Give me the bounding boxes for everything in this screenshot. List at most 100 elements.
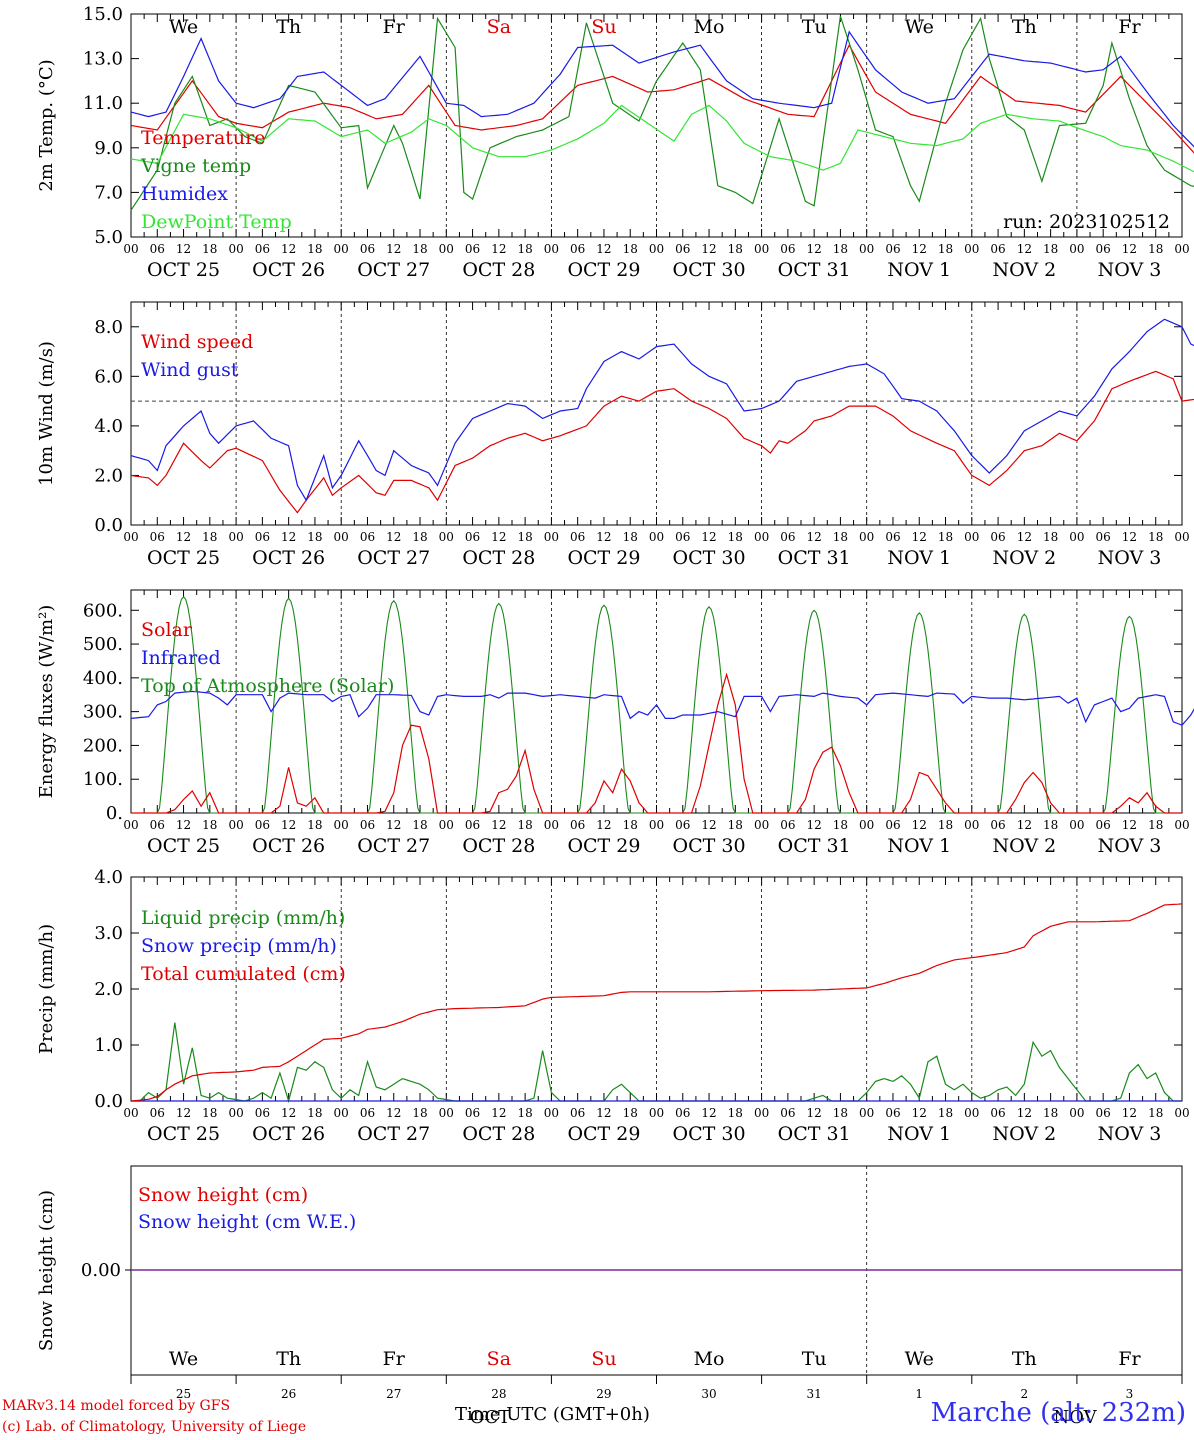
hour-tick-label: 00 bbox=[439, 1106, 454, 1120]
hour-tick-label: 12 bbox=[912, 818, 927, 832]
date-label: NOV 1 bbox=[887, 547, 951, 569]
y-axis-label: Snow height (cm) bbox=[36, 1190, 57, 1351]
y-tick-label: 1.0 bbox=[94, 1035, 123, 1056]
run-label: run: 2023102512 bbox=[1003, 211, 1170, 233]
hour-tick-label: 18 bbox=[728, 1106, 743, 1120]
hour-tick-label: 06 bbox=[675, 530, 690, 544]
weekday-label: Su bbox=[591, 1348, 616, 1370]
date-label: OCT 28 bbox=[462, 835, 535, 857]
hour-tick-label: 00 bbox=[123, 242, 138, 256]
legend-entry: Liquid precip (mm/h) bbox=[141, 907, 345, 929]
day-number-label: 1 bbox=[915, 1387, 923, 1401]
weekday-label: Fr bbox=[1118, 1348, 1141, 1370]
y-tick-label: 4.0 bbox=[94, 416, 123, 437]
weekday-label: Sa bbox=[487, 1348, 511, 1370]
hour-tick-label: 06 bbox=[1096, 530, 1111, 544]
hour-tick-label: 00 bbox=[1069, 530, 1084, 544]
hour-tick-label: 06 bbox=[885, 530, 900, 544]
hour-tick-label: 06 bbox=[675, 818, 690, 832]
hour-tick-label: 06 bbox=[990, 818, 1005, 832]
date-label: OCT 26 bbox=[252, 835, 325, 857]
hour-tick-label: 18 bbox=[938, 818, 953, 832]
hour-tick-label: 06 bbox=[1096, 818, 1111, 832]
hour-tick-label: 18 bbox=[938, 530, 953, 544]
date-label: OCT 31 bbox=[778, 259, 851, 281]
legend-entry: Total cumulated (cm) bbox=[141, 963, 346, 985]
date-label: NOV 2 bbox=[992, 547, 1056, 569]
y-tick-label: 2.0 bbox=[94, 465, 123, 486]
hour-tick-label: 12 bbox=[176, 530, 191, 544]
hour-tick-label: 00 bbox=[439, 530, 454, 544]
hour-tick-label: 06 bbox=[150, 1106, 165, 1120]
weekday-label: Fr bbox=[383, 16, 406, 38]
y-tick-label: 0.0 bbox=[94, 515, 123, 536]
date-label: OCT 29 bbox=[567, 547, 640, 569]
date-label: OCT 28 bbox=[462, 259, 535, 281]
hour-tick-label: 06 bbox=[255, 242, 270, 256]
hour-tick-label: 00 bbox=[544, 1106, 559, 1120]
legend-entry: Snow height (cm) bbox=[138, 1184, 308, 1206]
day-number-label: 30 bbox=[701, 1387, 716, 1401]
hour-tick-label: 18 bbox=[1148, 242, 1163, 256]
day-number-label: 31 bbox=[807, 1387, 822, 1401]
legend-entry: Top of Atmosphere (Solar) bbox=[141, 675, 394, 697]
hour-tick-label: 18 bbox=[202, 818, 217, 832]
legend-entry: Infrared bbox=[141, 647, 221, 669]
date-label: OCT 27 bbox=[357, 835, 430, 857]
hour-tick-label: 18 bbox=[517, 818, 532, 832]
date-label: NOV 3 bbox=[1098, 259, 1162, 281]
day-number-label: 26 bbox=[281, 1387, 296, 1401]
hour-tick-label: 00 bbox=[649, 1106, 664, 1120]
hour-tick-label: 00 bbox=[228, 530, 243, 544]
hour-tick-label: 06 bbox=[885, 242, 900, 256]
y-tick-label: 0.00 bbox=[81, 1260, 121, 1281]
date-label: NOV 1 bbox=[887, 1123, 951, 1145]
hour-tick-label: 18 bbox=[412, 1106, 427, 1120]
weekday-label: Sa bbox=[487, 16, 511, 38]
hour-tick-label: 12 bbox=[176, 242, 191, 256]
hour-tick-label: 12 bbox=[491, 530, 506, 544]
series-line bbox=[130, 30, 1194, 148]
series-line bbox=[130, 104, 1194, 173]
legend-entry: DewPoint Temp bbox=[141, 211, 292, 233]
hour-tick-label: 18 bbox=[202, 242, 217, 256]
hour-tick-label: 06 bbox=[990, 242, 1005, 256]
hour-tick-label: 06 bbox=[255, 530, 270, 544]
legend-entry: Snow height (cm W.E.) bbox=[138, 1211, 356, 1233]
date-label: OCT 31 bbox=[778, 1123, 851, 1145]
month-label: OCT bbox=[470, 1407, 511, 1428]
y-tick-label: 3.0 bbox=[94, 923, 123, 944]
date-label: OCT 27 bbox=[357, 547, 430, 569]
hour-tick-label: 12 bbox=[701, 818, 716, 832]
date-label: NOV 3 bbox=[1098, 547, 1162, 569]
y-axis-label: Energy fluxes (W/m²) bbox=[36, 605, 57, 799]
hour-tick-label: 18 bbox=[1043, 530, 1058, 544]
y-axis-label: Precip (mm/h) bbox=[36, 924, 57, 1054]
date-label: NOV 2 bbox=[992, 835, 1056, 857]
hour-tick-label: 00 bbox=[964, 242, 979, 256]
hour-tick-label: 12 bbox=[491, 1106, 506, 1120]
y-tick-label: 500. bbox=[83, 634, 123, 655]
y-tick-label: 400. bbox=[83, 668, 123, 689]
hour-tick-label: 00 bbox=[1174, 242, 1189, 256]
hour-tick-label: 12 bbox=[491, 818, 506, 832]
date-label: OCT 25 bbox=[147, 835, 220, 857]
panel-3: 00 06 12 18 OCT 25 00 06 12 18 OCT 26 00 06 12 18 OCT … bbox=[36, 589, 1194, 857]
hour-tick-label: 06 bbox=[255, 1106, 270, 1120]
hour-tick-label: 12 bbox=[701, 242, 716, 256]
day-number-label: 25 bbox=[176, 1387, 191, 1401]
series-line bbox=[130, 903, 1183, 1102]
date-label: NOV 1 bbox=[887, 259, 951, 281]
date-label: OCT 30 bbox=[673, 259, 746, 281]
hour-tick-label: 18 bbox=[833, 1106, 848, 1120]
date-label: OCT 27 bbox=[357, 1123, 430, 1145]
date-label: OCT 29 bbox=[567, 835, 640, 857]
day-number-label: 27 bbox=[386, 1387, 401, 1401]
series-line bbox=[130, 318, 1194, 502]
hour-tick-label: 00 bbox=[228, 242, 243, 256]
hour-tick-label: 12 bbox=[807, 818, 822, 832]
hour-tick-label: 00 bbox=[334, 242, 349, 256]
hour-tick-label: 18 bbox=[412, 530, 427, 544]
date-label: OCT 30 bbox=[673, 547, 746, 569]
hour-tick-label: 00 bbox=[123, 1106, 138, 1120]
